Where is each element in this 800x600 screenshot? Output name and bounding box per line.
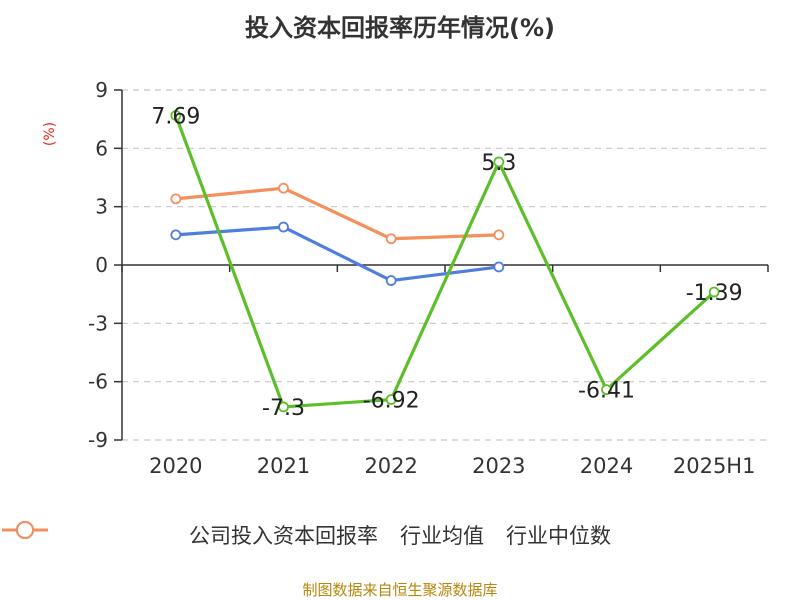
series-line-2 — [175, 186, 499, 241]
data-label: -1.39 — [686, 281, 743, 306]
x-tick-label: 2025H1 — [673, 454, 756, 478]
data-label: 7.69 — [151, 104, 200, 129]
data-point-2 — [278, 182, 289, 194]
x-tick-label: 2023 — [472, 454, 525, 478]
data-point-2 — [493, 229, 505, 241]
data-point-0 — [385, 394, 397, 405]
x-tick-label: 2022 — [364, 454, 417, 478]
x-tick-label: 2020 — [149, 454, 202, 478]
legend: 公司投入资本回报率 行业均值 行业中位数 — [0, 520, 800, 550]
data-point-0 — [708, 286, 720, 298]
legend-item-industry-mean[interactable]: 行业均值 — [2, 520, 484, 550]
data-point-1 — [278, 221, 289, 233]
data-label: 5.3 — [481, 151, 516, 176]
data-point-1 — [170, 229, 182, 241]
legend-item-company[interactable]: 公司投入资本回报率 — [2, 520, 378, 550]
y-tick-label: 3 — [95, 195, 108, 219]
data-point-0 — [278, 401, 289, 413]
legend-label-industry-median: 行业中位数 — [506, 524, 611, 548]
data-point-1 — [493, 261, 505, 273]
series-line-0 — [174, 114, 716, 409]
x-tick-label: 2021 — [257, 454, 310, 478]
y-tick-label: 9 — [95, 78, 108, 102]
data-label: -6.92 — [363, 389, 420, 414]
series-line-1 — [175, 225, 500, 283]
data-point-0 — [493, 156, 505, 168]
legend-label-company: 公司投入资本回报率 — [189, 524, 378, 548]
data-point-1 — [385, 275, 397, 286]
legend-marker-industry-median — [2, 521, 48, 539]
x-tick-label: 2024 — [580, 454, 633, 478]
y-tick-label: 6 — [95, 136, 108, 160]
data-label: -7.3 — [262, 396, 305, 421]
chart-title: 投入资本回报率历年情况(%) — [245, 14, 555, 42]
y-tick-label: -6 — [88, 370, 108, 394]
data-point-2 — [385, 233, 397, 245]
data-source: 制图数据来自恒生聚源数据库 — [302, 581, 498, 599]
data-point-0 — [170, 110, 182, 121]
legend-label-industry-mean: 行业均值 — [400, 524, 484, 548]
y-tick-label: 0 — [95, 253, 108, 277]
data-point-0 — [601, 384, 612, 396]
data-point-2 — [170, 193, 182, 205]
y-tick-label: -3 — [88, 311, 108, 335]
legend-item-industry-median[interactable]: 行业中位数 — [2, 520, 611, 550]
data-label: -6.41 — [578, 379, 635, 404]
y-tick-label: -9 — [88, 428, 108, 452]
